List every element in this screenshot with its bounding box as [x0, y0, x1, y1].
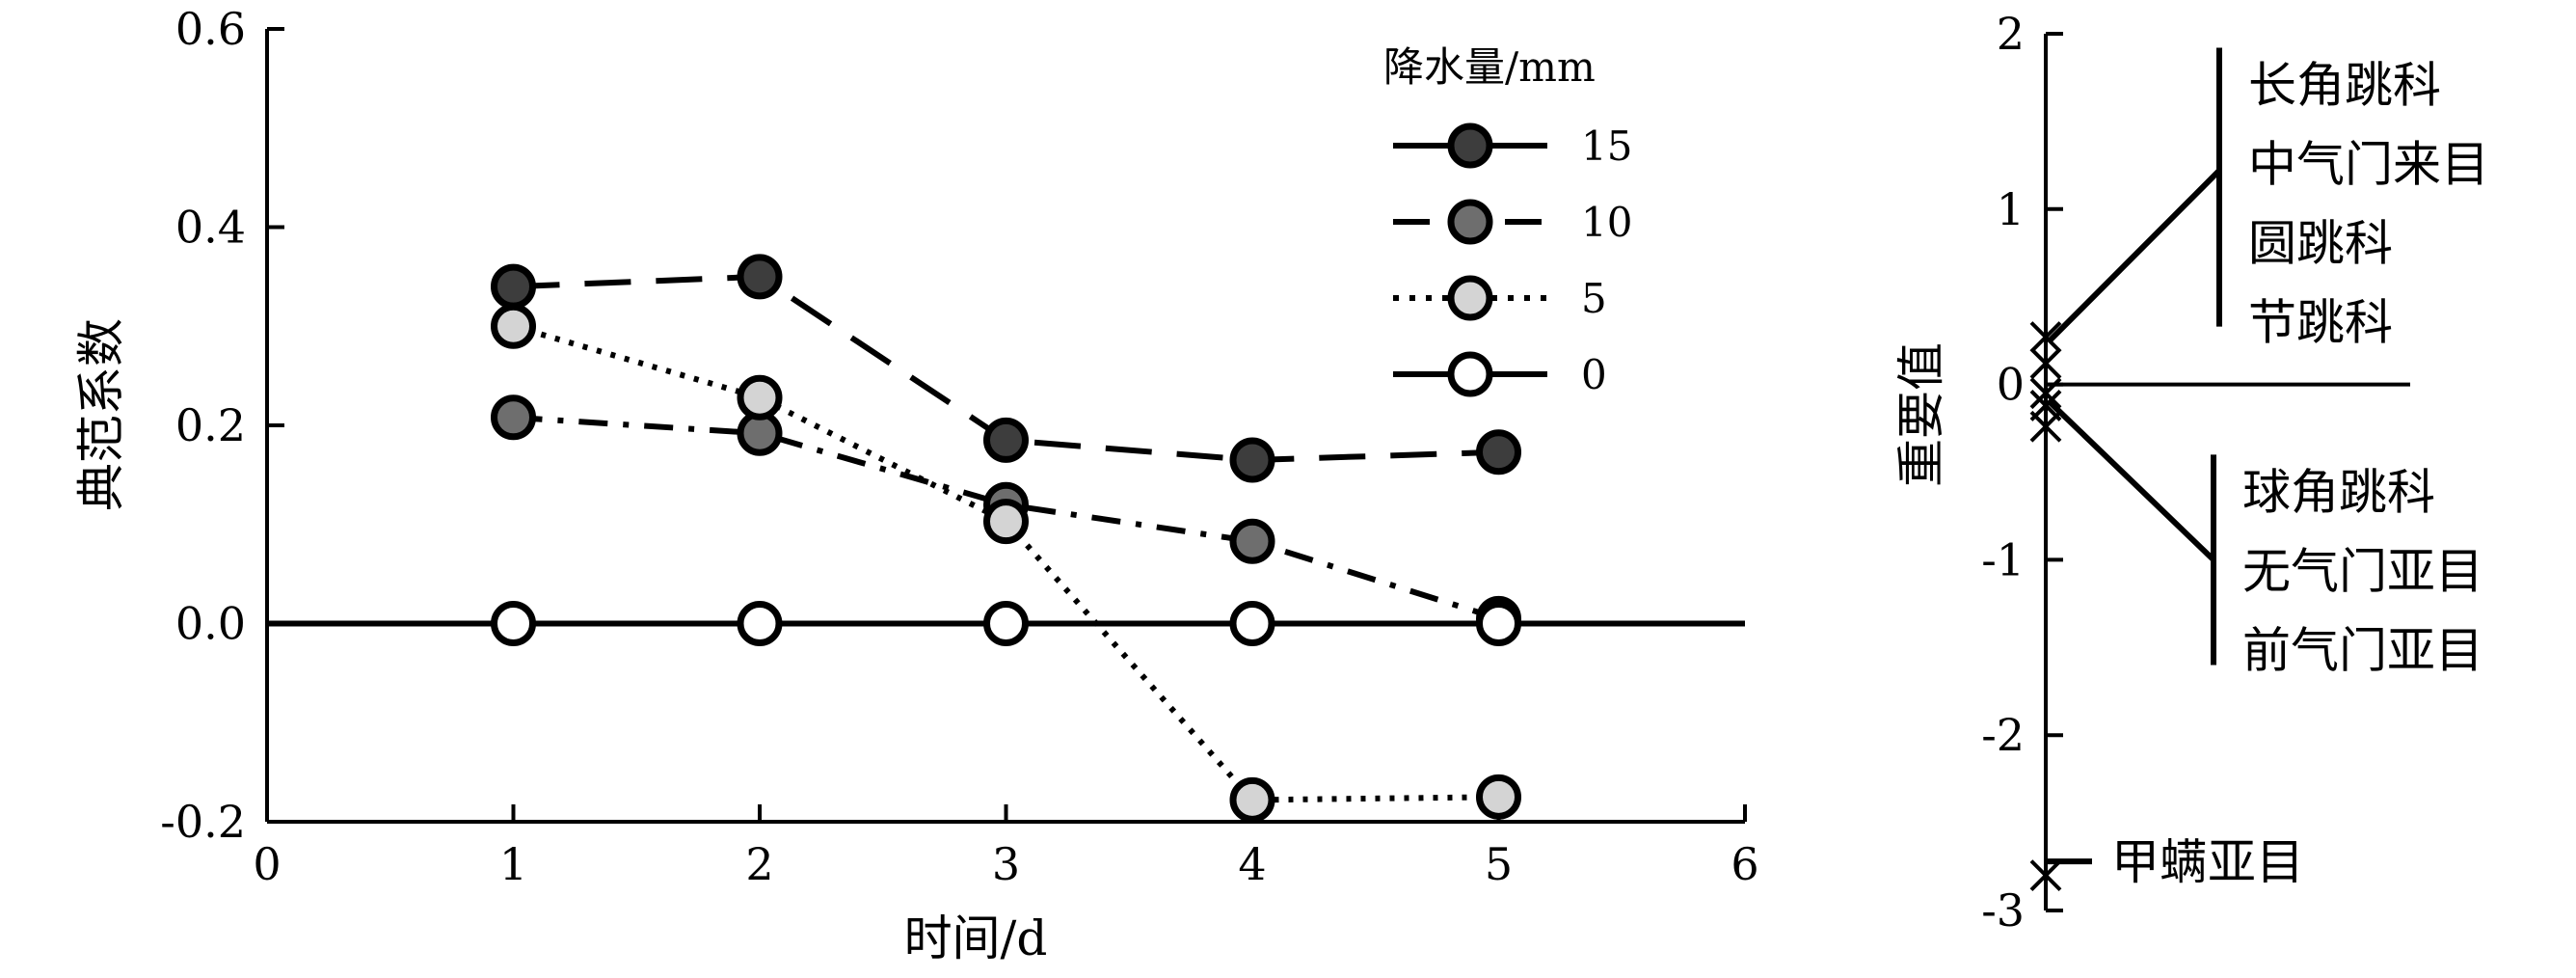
legend-marker-15 [1447, 122, 1493, 169]
data-point-5 [1229, 776, 1275, 823]
x-tick-label: 6 [1731, 838, 1758, 890]
y-axis-title-importance: 重要值 [1893, 342, 1949, 487]
importance-tick-label: -2 [1981, 709, 2025, 761]
y-tick-label: 0.4 [175, 202, 246, 254]
importance-marker [2029, 377, 2062, 410]
importance-marker [2029, 347, 2062, 380]
canonical-coefficient-chart: 典范系数 时间/d 降水量/mm -0.2 0.0 0.2 0.4 0.6 0 1 2 3 4 5 6… [73, 3, 1759, 966]
taxon-label: 甲螨亚目 [2111, 834, 2304, 890]
data-point-0 [1229, 601, 1275, 646]
importance-tick-label: -3 [1981, 884, 2025, 937]
importance-tick-label: 1 [1997, 183, 2025, 235]
legend-marker-5 [1447, 275, 1493, 321]
legend-label-0: 0 [1581, 351, 1607, 398]
importance-marker [2029, 321, 2062, 353]
importance-tick-label: -1 [1981, 533, 2025, 585]
importance-markers [2029, 321, 2062, 892]
group-connector [2047, 399, 2216, 562]
taxon-label: 球角跳科 [2242, 464, 2435, 520]
data-point-0 [737, 601, 783, 646]
data-point-10 [1229, 518, 1275, 564]
data-point-5 [1476, 774, 1521, 820]
data-point-15 [983, 417, 1029, 463]
taxon-label: 长角跳科 [2248, 58, 2441, 114]
data-point-15 [737, 254, 783, 300]
marker-stroke [2029, 321, 2062, 353]
x-axis-title: 时间/d [904, 910, 1048, 966]
data-point-10 [491, 394, 536, 441]
taxon-label: 无气门亚目 [2242, 543, 2483, 599]
importance-tick-label: 0 [1997, 359, 2025, 411]
taxon-label: 前气门亚目 [2242, 622, 2483, 678]
legend-label-10: 10 [1581, 199, 1632, 246]
taxon-label: 中气门来目 [2248, 137, 2489, 193]
data-point-5 [491, 303, 536, 349]
x-tick-label: 2 [745, 838, 773, 890]
x-tick-label: 1 [499, 838, 527, 890]
marker-stroke [2029, 347, 2062, 380]
axes: -0.2 0.0 0.2 0.4 0.6 0 1 2 3 4 5 6 [160, 3, 1758, 890]
y-tick-label: 0.2 [175, 399, 246, 451]
x-tick-label: 0 [253, 838, 281, 890]
importance-axes: 2 1 0 -1 -2 -3 [1981, 8, 2410, 937]
y-axis-title: 典范系数 [73, 318, 129, 511]
x-tick-label: 4 [1238, 838, 1266, 890]
data-point-15 [491, 263, 536, 310]
x-tick-label: 5 [1485, 838, 1513, 890]
legend-label-15: 15 [1581, 122, 1632, 170]
importance-marker [2029, 410, 2062, 443]
taxon-label: 节跳科 [2248, 295, 2393, 351]
marker-stroke [2029, 377, 2062, 410]
legend-marker-10 [1447, 199, 1493, 245]
importance-tick-label: 2 [1997, 8, 2025, 60]
taxon-label: 圆跳科 [2248, 216, 2393, 272]
data-point-0 [1476, 601, 1521, 646]
marker-stroke [2029, 410, 2062, 443]
series-line-5 [512, 323, 1499, 803]
data-point-0 [983, 601, 1029, 646]
legend-label-5: 5 [1581, 275, 1607, 322]
importance-marker [2029, 859, 2062, 892]
legend: 15 10 5 0 [1393, 122, 1632, 398]
importance-value-chart: 重要值 2 1 0 -1 -2 -3 长角跳科中气门来目圆跳科节跳科球角跳科无气门亚目前气… [1893, 8, 2489, 937]
data-point-15 [1229, 437, 1275, 483]
marker-stroke [2029, 859, 2062, 892]
data-point-5 [983, 499, 1029, 545]
group-connector [2047, 168, 2222, 343]
x-tick-label: 3 [992, 838, 1020, 890]
series-markers [491, 254, 1521, 823]
taxon-group: 甲螨亚目 [2046, 834, 2304, 890]
y-tick-label: 0.0 [175, 598, 246, 650]
data-point-0 [491, 601, 536, 646]
legend-marker-0 [1447, 351, 1493, 397]
data-point-5 [737, 374, 783, 421]
y-tick-label: -0.2 [160, 796, 246, 848]
legend-title: 降水量/mm [1383, 43, 1596, 91]
y-tick-label: 0.6 [175, 3, 246, 55]
data-point-15 [1476, 429, 1521, 475]
